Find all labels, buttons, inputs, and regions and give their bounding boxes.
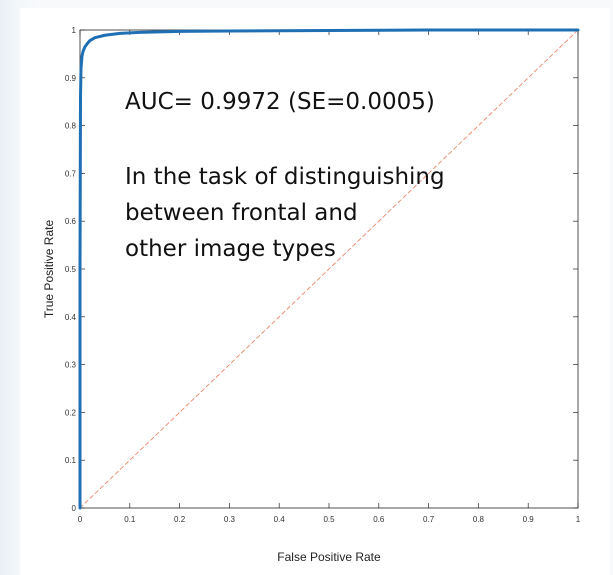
y-tick-label: 0.4 [65,313,77,322]
y-tick-label: 0.8 [65,122,77,131]
roc-curve [78,28,580,510]
x-tick-label: 0.6 [373,515,385,524]
annotation-auc: AUC= 0.9972 (SE=0.0005) [125,89,435,115]
roc-chart: 0 0.1 0.2 0.3 0.4 0.5 0.6 0.7 0.8 0.9 1 0 0.1 0.2 0.3… [42,26,581,564]
x-tick-label: 0 [78,515,83,524]
y-tick-label: 0.1 [65,456,77,465]
annotation-line-2: between frontal and [125,200,358,226]
y-tick-label: 0 [72,504,77,513]
x-tick-labels: 0 0.1 0.2 0.3 0.4 0.5 0.6 0.7 0.8 0.9 1 [78,515,581,524]
x-tick-label: 0.7 [423,515,435,524]
annotation-line-3: other image types [125,236,336,262]
x-tick-label: 0.1 [124,515,136,524]
y-axis-label: True Positive Rate [42,220,56,319]
y-tick-label: 0.5 [65,265,77,274]
x-tick-label: 0.5 [323,515,335,524]
x-tick-label: 0.2 [174,515,186,524]
x-axis-label: False Positive Rate [277,550,381,564]
roc-figure: 0 0.1 0.2 0.3 0.4 0.5 0.6 0.7 0.8 0.9 1 0 0.1 0.2 0.3… [20,8,610,575]
y-tick-label: 0.2 [65,408,77,417]
y-tick-labels: 0 0.1 0.2 0.3 0.4 0.5 0.6 0.7 0.8 0.9 1 [65,26,77,513]
x-tick-label: 0.8 [473,515,485,524]
y-tick-label: 0.3 [65,361,77,370]
annotation-line-1: In the task of distinguishing [125,164,445,190]
x-tick-label: 1 [576,515,581,524]
chance-line [79,29,579,509]
y-tick-label: 1 [72,26,77,35]
x-tick-label: 0.3 [224,515,236,524]
y-tick-label: 0.6 [65,217,77,226]
y-tick-label: 0.7 [65,169,77,178]
series-group [78,28,580,510]
x-tick-label: 0.9 [523,515,535,524]
y-tick-label: 0.9 [65,74,77,83]
x-tick-label: 0.4 [274,515,286,524]
